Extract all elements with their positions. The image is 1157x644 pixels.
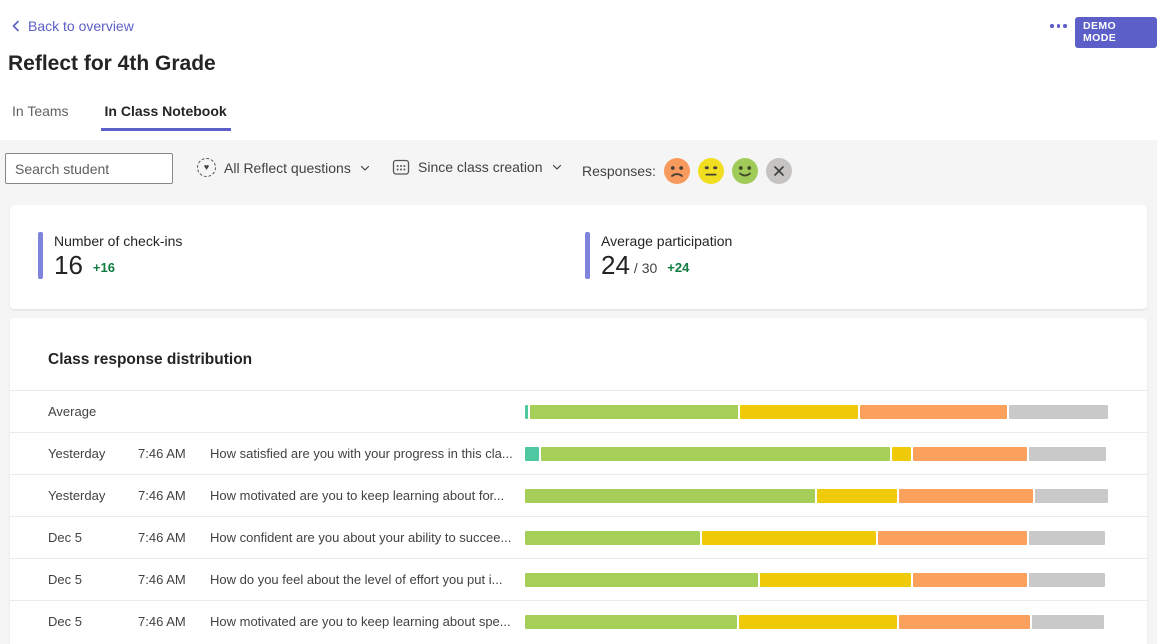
distribution-row[interactable]: Dec 5 7:46 AM How confident are you about …: [10, 516, 1147, 558]
search-student-input[interactable]: [5, 153, 173, 184]
response-distribution-bar: [525, 572, 1108, 587]
chevron-down-icon: [551, 161, 563, 173]
stats-card: Number of check-ins 16 +16 Average parti…: [10, 205, 1147, 309]
teal-response-segment: [525, 404, 528, 419]
yellow-response-segment: [891, 446, 911, 461]
distribution-title: Class response distribution: [48, 351, 253, 368]
gray-response-segment: [1028, 572, 1105, 587]
x-icon: [773, 165, 785, 177]
row-question: How confident are you about your ability…: [210, 530, 512, 545]
distribution-row[interactable]: Yesterday 7:46 AM How satisfied are you wi…: [10, 432, 1147, 474]
stat-accent-bar: [585, 232, 590, 279]
responses-label: Responses:: [582, 163, 656, 179]
row-date: Dec 5: [48, 530, 82, 545]
more-options-icon[interactable]: [1048, 22, 1069, 30]
checkins-stat-delta: +16: [92, 259, 115, 275]
response-distribution-bar: [525, 488, 1108, 503]
row-time: 7:46 AM: [138, 488, 186, 503]
row-question: How satisfied are you with your progress…: [210, 446, 513, 461]
row-time: 7:46 AM: [138, 572, 186, 587]
checkins-stat-value: 16: [54, 250, 83, 280]
response-distribution-bar: [525, 614, 1108, 629]
no-response-filter-button[interactable]: [765, 158, 792, 184]
distribution-table: Average Yesterday 7:46 AM How satisfied are…: [10, 390, 1147, 642]
green-response-segment: [525, 530, 700, 545]
row-time: 7:46 AM: [138, 614, 186, 629]
green-response-segment: [540, 446, 890, 461]
participation-stat: Average participation 24 / 30 +24: [585, 232, 732, 280]
back-link-label: Back to overview: [28, 18, 134, 34]
tab-in-class-notebook[interactable]: In Class Notebook: [100, 101, 231, 131]
distribution-row[interactable]: Yesterday 7:46 AM How motivated are you to…: [10, 474, 1147, 516]
demo-mode-badge: DEMO MODE: [1075, 17, 1157, 48]
gray-response-segment: [1034, 488, 1108, 503]
orange-response-segment: [913, 572, 1027, 587]
orange-response-segment: [912, 446, 1028, 461]
green-response-segment: [529, 404, 739, 419]
chevron-left-icon: [10, 19, 22, 33]
green-response-segment: [525, 488, 815, 503]
orange-response-segment: [898, 614, 1031, 629]
gray-response-segment: [1029, 530, 1106, 545]
neutral-emoji-filter-button[interactable]: [697, 158, 724, 184]
distribution-row[interactable]: Average: [10, 390, 1147, 432]
participation-stat-delta: +24: [667, 259, 690, 275]
orange-response-segment: [878, 530, 1028, 545]
yellow-response-segment: [816, 488, 897, 503]
participation-stat-label: Average participation: [601, 233, 733, 249]
chevron-down-icon: [359, 162, 371, 174]
row-date: Dec 5: [48, 572, 82, 587]
page-title: Reflect for 4th Grade: [8, 52, 216, 75]
calendar-icon: [392, 158, 410, 176]
orange-response-segment: [860, 404, 1008, 419]
row-date: Dec 5: [48, 614, 82, 629]
response-distribution-bar: [525, 446, 1108, 461]
stat-accent-bar: [38, 232, 43, 279]
tab-in-teams[interactable]: In Teams: [12, 103, 69, 119]
gray-response-segment: [1009, 404, 1109, 419]
reflect-questions-filter[interactable]: ♥ All Reflect questions: [197, 158, 371, 177]
row-date: Yesterday: [48, 488, 106, 503]
row-time: 7:46 AM: [138, 530, 186, 545]
tab-bar: In Teams In Class Notebook: [8, 101, 231, 131]
row-date: Yesterday: [48, 446, 106, 461]
row-question: How motivated are you to keep learning a…: [210, 488, 505, 503]
gray-response-segment: [1029, 446, 1107, 461]
green-response-segment: [525, 614, 737, 629]
row-time: 7:46 AM: [138, 446, 186, 461]
row-date: Average: [48, 404, 97, 419]
response-distribution-bar: [525, 404, 1109, 419]
date-range-filter-label: Since class creation: [418, 159, 543, 175]
reflect-heart-icon: ♥: [197, 158, 216, 177]
yellow-response-segment: [738, 614, 897, 629]
distribution-row[interactable]: Dec 5 7:46 AM How motivated are you to kee…: [10, 600, 1147, 642]
row-question: How motivated are you to keep learning a…: [210, 614, 511, 629]
filter-bar: ♥ All Reflect questions Since class crea…: [0, 150, 1157, 196]
yellow-response-segment: [759, 572, 912, 587]
yellow-response-segment: [740, 404, 859, 419]
checkins-stat: Number of check-ins 16 +16: [38, 232, 182, 280]
row-question: How do you feel about the level of effor…: [210, 572, 503, 587]
reflect-questions-filter-label: All Reflect questions: [224, 159, 351, 176]
response-distribution-bar: [525, 530, 1108, 545]
back-to-overview-link[interactable]: Back to overview: [10, 18, 134, 34]
participation-stat-value: 24: [601, 250, 630, 280]
date-range-filter[interactable]: Since class creation: [392, 158, 563, 176]
green-response-segment: [525, 572, 758, 587]
happy-emoji-filter-button[interactable]: [731, 158, 758, 184]
gray-response-segment: [1032, 614, 1105, 629]
checkins-stat-label: Number of check-ins: [54, 233, 183, 249]
page-header: Back to overview DEMO MODE Reflect for 4…: [0, 0, 1157, 140]
orange-response-segment: [898, 488, 1033, 503]
yellow-response-segment: [701, 530, 877, 545]
distribution-row[interactable]: Dec 5 7:46 AM How do you feel about the le…: [10, 558, 1147, 600]
participation-stat-total: / 30: [633, 259, 658, 276]
class-response-distribution-card: Class response distribution Average Yeste…: [10, 318, 1147, 644]
responses-filter-group: Responses:: [582, 158, 792, 184]
teal-response-segment: [525, 446, 539, 461]
sad-emoji-filter-button[interactable]: [663, 158, 690, 184]
